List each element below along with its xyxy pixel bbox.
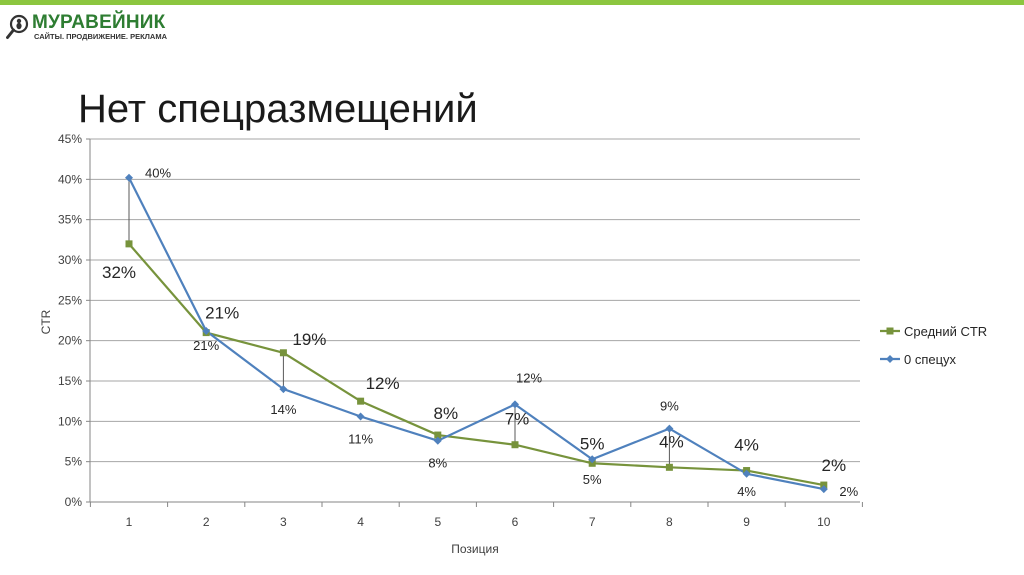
point-avg — [511, 441, 519, 449]
point-zero — [742, 469, 751, 478]
legend-label-avg: Средний CTR — [904, 324, 987, 339]
y-tick-label: 45% — [58, 132, 82, 146]
point-avg — [125, 240, 133, 248]
data-label-avg: 8% — [434, 404, 459, 423]
point-avg — [357, 397, 365, 405]
data-label-avg: 12% — [366, 374, 400, 393]
data-label-zero: 9% — [660, 399, 679, 414]
data-label-zero: 21% — [193, 338, 219, 353]
point-zero — [511, 400, 519, 409]
y-axis-title: CTR — [39, 309, 53, 334]
data-label-avg: 32% — [102, 263, 136, 282]
y-tick-label: 5% — [65, 455, 83, 469]
point-avg — [434, 431, 442, 439]
point-zero — [125, 173, 133, 182]
data-label-avg: 7% — [505, 410, 530, 429]
data-label-zero: 11% — [348, 431, 373, 446]
x-tick-label: 1 — [126, 515, 133, 529]
ant-magnifier-icon — [6, 14, 29, 39]
data-label-avg: 19% — [292, 330, 326, 349]
x-tick-label: 5 — [434, 515, 441, 529]
y-tick-label: 10% — [58, 414, 82, 428]
point-avg — [665, 463, 673, 471]
legend-label-zero: 0 спецух — [904, 352, 957, 367]
x-tick-label: 9 — [743, 515, 750, 529]
x-tick-label: 8 — [666, 515, 673, 529]
data-label-avg: 5% — [580, 434, 605, 453]
point-zero — [202, 326, 211, 335]
point-avg — [588, 459, 596, 467]
x-tick-label: 2 — [203, 515, 210, 529]
x-axis-title: Позиция — [451, 542, 498, 556]
data-label-zero: 14% — [270, 402, 296, 417]
y-tick-label: 25% — [58, 293, 82, 307]
point-avg — [279, 349, 287, 357]
point-zero — [819, 485, 828, 494]
x-tick-label: 3 — [280, 515, 287, 529]
y-tick-label: 0% — [65, 495, 83, 509]
data-label-avg: 21% — [205, 304, 239, 323]
series-line-avg — [128, 243, 825, 487]
legend-marker-zero — [886, 355, 894, 363]
x-tick-label: 4 — [357, 515, 364, 529]
point-avg — [820, 481, 828, 489]
data-label-zero: 4% — [737, 484, 756, 499]
point-zero — [665, 424, 674, 433]
series-line-zero — [128, 177, 825, 491]
data-label-avg: 4% — [734, 436, 759, 455]
point-zero — [279, 385, 288, 394]
logo-tagline: САЙТЫ. ПРОДВИЖЕНИЕ. РЕКЛАМА — [34, 32, 167, 41]
point-zero — [433, 436, 442, 445]
point-zero — [356, 412, 365, 421]
x-tick-label: 7 — [589, 515, 596, 529]
data-label-avg: 2% — [822, 456, 847, 475]
y-tick-label: 40% — [58, 172, 82, 186]
y-tick-label: 15% — [58, 374, 82, 388]
slide-title: Нет спецразмещений — [78, 86, 478, 131]
data-label-zero: 40% — [145, 166, 171, 181]
logo-name: МУРАВЕЙНИК — [32, 12, 166, 33]
data-label-avg: 4% — [659, 432, 684, 451]
top-accent-bar — [0, 0, 1024, 5]
data-label-zero: 5% — [583, 472, 602, 487]
legend-marker-avg — [886, 327, 894, 335]
data-label-zero: 2% — [839, 484, 858, 499]
x-tick-label: 6 — [512, 515, 519, 529]
y-tick-label: 20% — [58, 334, 82, 348]
x-tick-label: 10 — [817, 515, 831, 529]
data-label-zero: 12% — [516, 370, 542, 385]
y-tick-label: 35% — [58, 213, 82, 227]
point-zero — [588, 455, 597, 464]
data-label-zero: 8% — [428, 456, 447, 471]
y-tick-label: 30% — [58, 253, 82, 267]
